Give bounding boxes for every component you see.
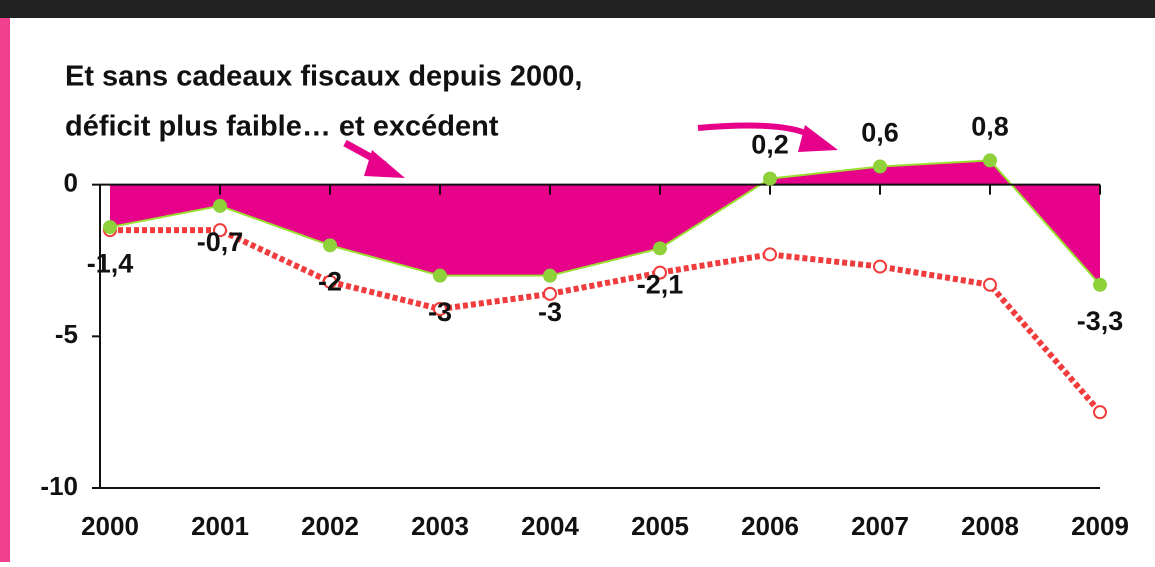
data-label: -0,7 — [197, 227, 244, 257]
x-tick-label: 2005 — [631, 511, 689, 541]
top-bar — [0, 0, 1155, 18]
x-tick-label: 2009 — [1071, 511, 1129, 541]
point — [543, 286, 557, 301]
data-label: 0,8 — [971, 112, 1009, 142]
data-label: -2 — [318, 266, 342, 296]
point — [433, 268, 447, 283]
point — [433, 302, 447, 317]
point — [873, 159, 887, 174]
point — [543, 268, 557, 283]
x-tick-label: 2004 — [521, 511, 579, 541]
x-tick-label: 2008 — [961, 511, 1019, 541]
area — [110, 160, 1100, 285]
point — [213, 198, 227, 213]
point — [653, 265, 667, 280]
side-strip — [0, 18, 10, 562]
y-tick-label: -5 — [55, 319, 78, 349]
x-tick-label: 2001 — [191, 511, 249, 541]
x-tick-label: 2003 — [411, 511, 469, 541]
data-label: -1,4 — [87, 248, 134, 278]
point — [1093, 405, 1107, 420]
x-tick-label: 2007 — [851, 511, 909, 541]
data-label: 0,6 — [861, 118, 899, 148]
point — [983, 277, 997, 292]
arrows — [343, 122, 838, 178]
data-label: 0,2 — [751, 130, 789, 160]
point — [213, 223, 227, 238]
point — [103, 220, 117, 235]
x-tick-label: 2000 — [81, 511, 139, 541]
annotation: déficit plus faible… et excédent — [65, 111, 499, 143]
point — [1093, 277, 1107, 292]
point — [763, 171, 777, 186]
point — [763, 247, 777, 262]
y-tick-label: -10 — [40, 471, 78, 501]
data-label: -3 — [538, 297, 562, 327]
line — [109, 159, 1101, 286]
y-tick-label: 0 — [64, 168, 78, 198]
data-label: -3,3 — [1077, 306, 1124, 336]
data-label: -3 — [428, 297, 452, 327]
point — [323, 274, 337, 289]
data-label: -2,1 — [637, 269, 684, 299]
point — [873, 259, 887, 274]
annotation: Et sans cadeaux fiscaux depuis 2000, — [65, 61, 582, 93]
x-tick-label: 2002 — [301, 511, 359, 541]
line — [110, 227, 1103, 415]
point — [983, 153, 997, 168]
point — [323, 238, 337, 253]
x-tick-label: 2006 — [741, 511, 799, 541]
point — [653, 241, 667, 256]
